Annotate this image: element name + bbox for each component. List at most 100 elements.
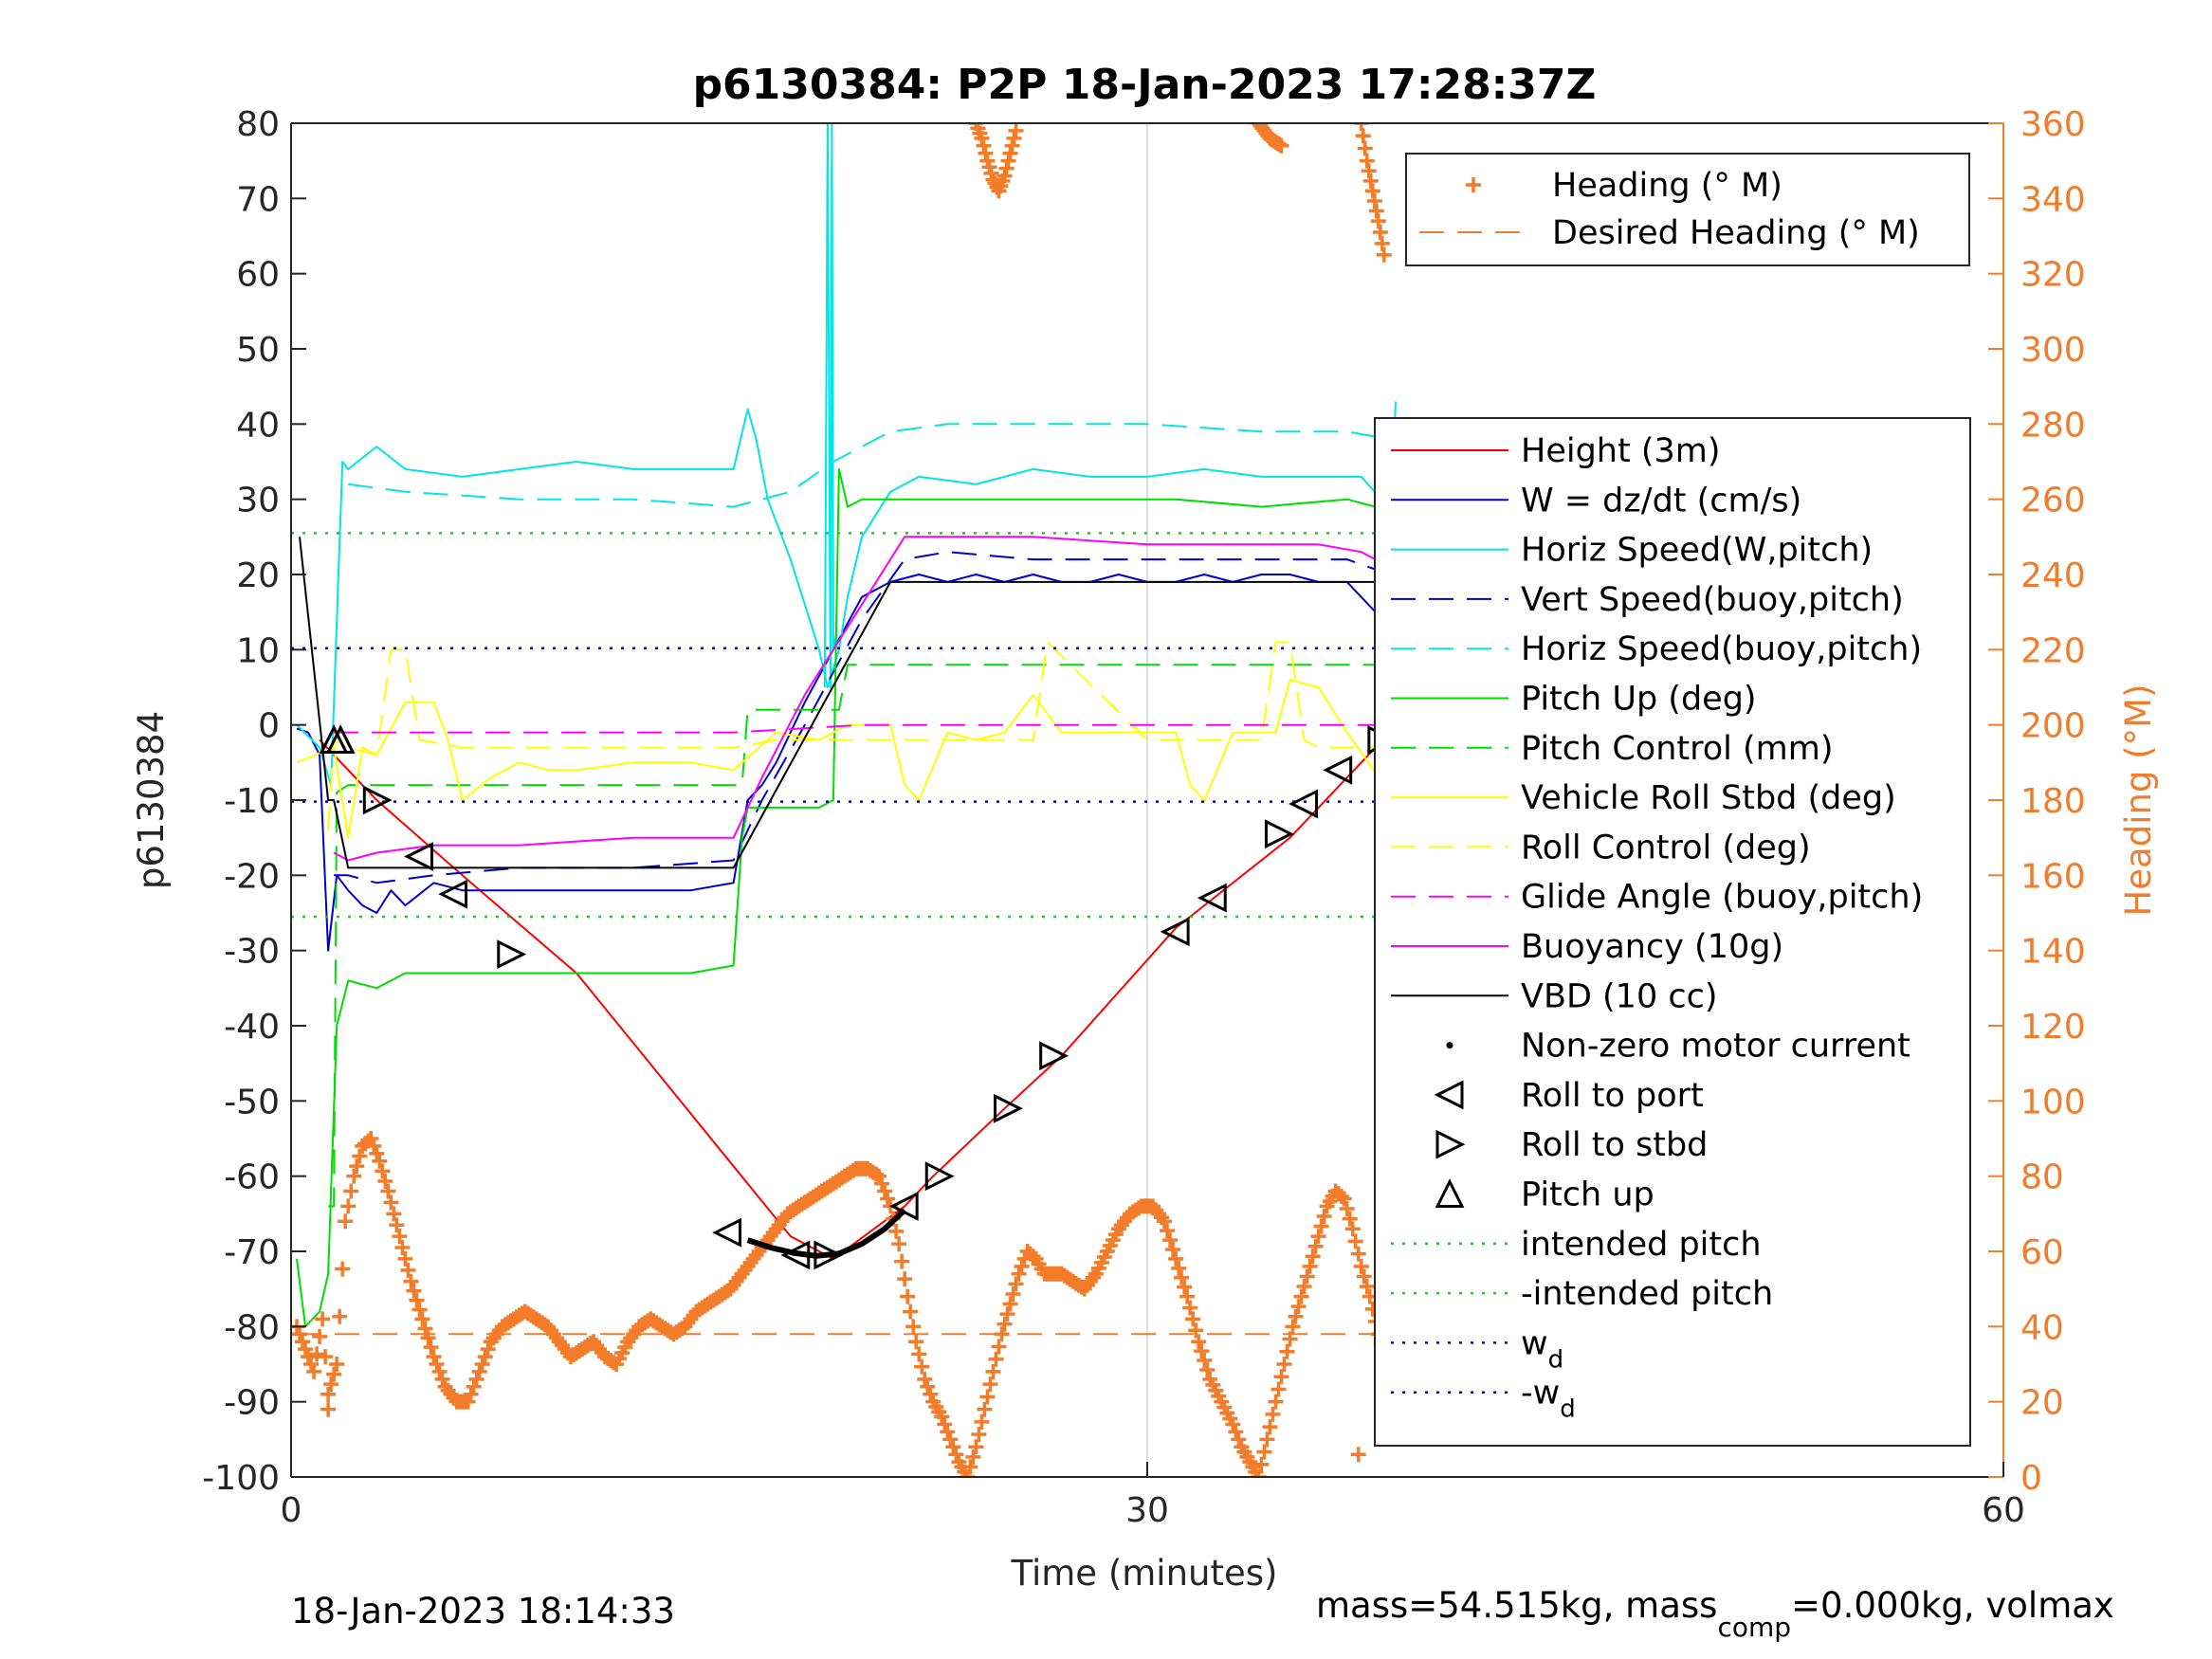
heading-point [369, 1145, 385, 1161]
heading-point [1000, 153, 1016, 169]
legend-label-roll-control-deg-8: Roll Control (deg) [1521, 829, 1811, 866]
roll-to-port-marker [1289, 789, 1319, 819]
heading-point [1310, 1229, 1326, 1245]
legend-heading: Heading (° M) Desired Heading (° M) [1405, 153, 1970, 266]
y2tick-label: 360 [2020, 105, 2086, 144]
footer-mass-a: mass=54.515kg, mass [1316, 1585, 1717, 1626]
heading-point [309, 1346, 325, 1362]
heading-outlier [1350, 1447, 1366, 1463]
roll-to-stbd-marker [994, 1093, 1023, 1123]
series-pitch-up-deg [296, 467, 1391, 1328]
legend-label-desired-heading-m: Desired Heading (° M) [1552, 214, 1920, 252]
heading-point [1296, 1279, 1312, 1295]
heading-point [1290, 1299, 1307, 1315]
left-axis-ticks: 80 70 60 50 40 30 20 10 0 -10 -20 -30 -40 -50 -60 -70 -8… [202, 105, 306, 1498]
heading-point [900, 1288, 916, 1304]
heading-point [1362, 173, 1379, 189]
footer-mass-sub: comp [1717, 1612, 1791, 1643]
heading-point [1271, 1381, 1287, 1397]
heading-point [897, 1271, 913, 1287]
heading-point [411, 1302, 428, 1318]
heading-point [375, 1163, 391, 1179]
heading-point [323, 1376, 339, 1393]
heading-point [1366, 192, 1382, 209]
heading-point [977, 1401, 993, 1417]
heading-point [372, 1153, 388, 1169]
y2tick-label: 340 [2020, 180, 2086, 219]
series-vert-speed-buoy-pitch [334, 551, 1391, 884]
y2tick-label: 140 [2020, 933, 2086, 972]
heading-point [996, 1316, 1013, 1332]
chart-title: p6130384: P2P 18-Jan-2023 17:28:37Z [693, 61, 1597, 109]
heading-point [1293, 1288, 1309, 1304]
heading-point [306, 1363, 322, 1379]
heading-point [1157, 1213, 1173, 1230]
legend-label-intended-pitch-17: -intended pitch [1521, 1275, 1773, 1313]
y2tick-label: 20 [2020, 1384, 2064, 1423]
heading-point [1368, 203, 1384, 219]
heading-point [1285, 1319, 1301, 1335]
heading-point [1168, 1250, 1184, 1267]
roll-to-stbd-marker [1264, 819, 1294, 849]
heading-point [1174, 1269, 1190, 1285]
legend-label-pitch-up-deg-5: Pitch Up (deg) [1521, 681, 1757, 719]
legend-label-pitch-control-mm-6: Pitch Control (mm) [1521, 730, 1833, 768]
heading-point [1002, 145, 1018, 161]
heading-point [346, 1168, 362, 1184]
legend-sample-roll-to-port-13 [1434, 1080, 1464, 1110]
y2tick-label: 160 [2020, 857, 2086, 896]
y2tick-label: 40 [2020, 1308, 2064, 1347]
heading-point [905, 1319, 922, 1335]
roll-to-port-marker [438, 879, 468, 909]
heading-point [1231, 1431, 1247, 1448]
y2tick-label: 280 [2020, 406, 2086, 445]
heading-point [397, 1250, 413, 1267]
legend-label-non-zero-motor-current-12: Non-zero motor current [1521, 1028, 1910, 1066]
heading-point [1160, 1223, 1176, 1239]
legend-sample-pitch-up-15 [1435, 1178, 1465, 1208]
heading-point [1342, 1211, 1358, 1227]
heading-point [1302, 1258, 1318, 1274]
heading-point [976, 137, 992, 154]
heading-point [1268, 1394, 1284, 1410]
heading-point [1228, 1424, 1244, 1440]
heading-point [1006, 130, 1022, 146]
legend-label-pitch-up-15: Pitch up [1521, 1176, 1654, 1214]
legend-sample-non-zero-motor-current-12 [1446, 1042, 1453, 1049]
roll-to-stbd-marker [814, 1240, 844, 1270]
xtick-label: 30 [1125, 1491, 1169, 1530]
heading-point [991, 1339, 1007, 1355]
heading-point [420, 1330, 436, 1346]
ytick-label: -70 [224, 1233, 280, 1272]
legend-label-horiz-speed-w-pitch-2: Horiz Speed(W,pitch) [1521, 532, 1873, 570]
heading-point [315, 1311, 331, 1327]
ytick-label: 60 [236, 256, 280, 295]
heading-point [996, 168, 1013, 184]
heading-point [414, 1311, 430, 1327]
heading-point [338, 1213, 354, 1230]
heading-point [466, 1378, 482, 1395]
heading-point [982, 1376, 998, 1393]
heading-point [434, 1371, 450, 1387]
heading-point [386, 1206, 402, 1222]
heading-point [1162, 1232, 1179, 1249]
heading-point [917, 1371, 933, 1387]
heading-point [1359, 153, 1375, 169]
heading-point [1350, 1246, 1366, 1262]
heading-point [429, 1357, 445, 1372]
series-horiz-speed-buoy-pitch [348, 423, 1391, 508]
footer-mass-b: =0.000kg, volmax [1791, 1585, 2114, 1626]
heading-point [366, 1138, 382, 1154]
y2tick-label: 200 [2020, 707, 2086, 746]
roll-to-port-marker [1197, 883, 1227, 913]
heading-point [1316, 1208, 1332, 1224]
heading-point [377, 1173, 393, 1189]
heading-point [994, 1326, 1010, 1342]
heading-point [1305, 1249, 1321, 1265]
roll-to-stbd-marker [497, 939, 527, 970]
heading-point [974, 1413, 990, 1430]
heading-point [1288, 1308, 1304, 1324]
legend-label-roll-to-stbd-14: Roll to stbd [1521, 1126, 1708, 1164]
legend-sample-roll-to-stbd-14 [1435, 1129, 1466, 1159]
